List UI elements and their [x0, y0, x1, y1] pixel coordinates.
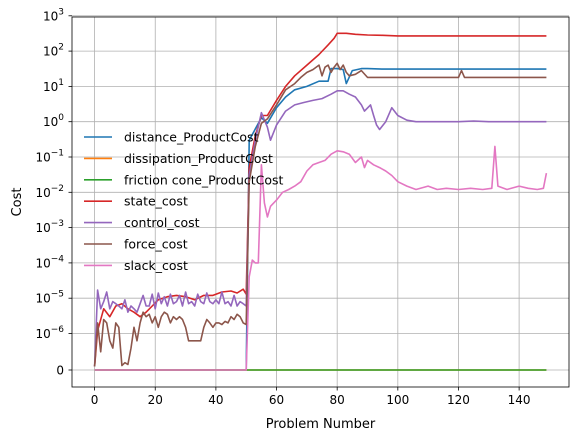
y-tick-label: 10−5 — [35, 290, 64, 306]
legend-label: force_cost — [124, 237, 188, 252]
plot-area — [72, 17, 569, 387]
x-tick-label: 80 — [330, 393, 345, 407]
x-tick-label: 140 — [508, 393, 531, 407]
x-tick-label: 100 — [386, 393, 409, 407]
x-tick-label: 120 — [447, 393, 470, 407]
y-tick-label: 10−6 — [35, 325, 64, 341]
plot-frame — [71, 16, 570, 388]
legend-label: slack_cost — [124, 258, 188, 273]
x-tick-label: 60 — [269, 393, 284, 407]
x-tick-label: 40 — [208, 393, 223, 407]
legend-label: control_cost — [124, 215, 200, 230]
legend-label: distance_ProductCost — [124, 130, 259, 145]
y-axis-label: Cost — [10, 188, 25, 217]
y-tick-label: 102 — [43, 43, 64, 59]
y-tick-label: 100 — [43, 113, 64, 129]
x-axis-label: Problem Number — [266, 417, 376, 432]
y-tick-label: 10−2 — [35, 184, 64, 200]
x-tick-label: 0 — [91, 393, 99, 407]
y-tick-label: 10−4 — [35, 254, 64, 270]
legend-label: friction cone_ProductCost — [124, 172, 284, 187]
y-tick-label: 103 — [43, 7, 64, 23]
x-tick-label: 20 — [148, 393, 163, 407]
y-tick-label: 101 — [43, 78, 64, 94]
series-lines — [93, 32, 548, 371]
y-tick-label: 0 — [56, 364, 64, 378]
series-line-4 — [93, 90, 547, 367]
series-line-5 — [93, 62, 547, 367]
legend-label: state_cost — [124, 194, 188, 209]
y-tick-label: 10−1 — [35, 149, 64, 165]
axis-ticks: 0 20 40 60 80 100 120 140 0 10−6 10−5 10−4 10−3 10−2 1… — [35, 7, 530, 407]
y-tick-label: 10−3 — [35, 219, 64, 235]
series-line-6 — [94, 145, 548, 371]
legend: distance_ProductCost dissipation_ProductC… — [84, 130, 284, 273]
legend-label: dissipation_ProductCost — [124, 151, 273, 166]
